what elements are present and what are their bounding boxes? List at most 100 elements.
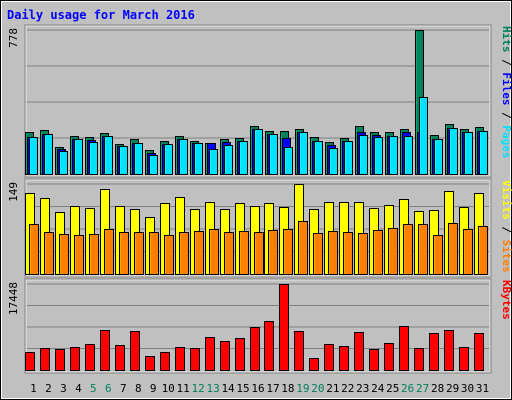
bar-pages-day-29 <box>449 128 458 175</box>
legend-item: Sites <box>500 240 512 273</box>
x-tick-label-day-23: 23 <box>356 382 369 395</box>
legend-item: Visits <box>500 180 512 220</box>
x-tick-label-day-31: 31 <box>476 382 489 395</box>
y-max-label: 17448 <box>7 282 20 315</box>
x-tick-label-day-20: 20 <box>311 382 324 395</box>
bar-sites-day-28 <box>433 235 443 275</box>
panel-legend: Visits / Sites <box>500 180 512 273</box>
x-tick-label-day-15: 15 <box>236 382 249 395</box>
bar-sites-day-23 <box>358 233 368 275</box>
bar-kbytes-day-28 <box>429 333 439 371</box>
x-tick-label-day-28: 28 <box>431 382 444 395</box>
x-tick-label-day-4: 4 <box>75 382 82 395</box>
bar-kbytes-day-5 <box>85 344 95 371</box>
x-tick-label-day-11: 11 <box>177 382 190 395</box>
bar-pages-day-11 <box>179 139 188 175</box>
legend-item: / <box>500 106 512 126</box>
bar-kbytes-day-22 <box>339 346 349 371</box>
bar-kbytes-day-25 <box>384 343 394 371</box>
bar-kbytes-day-11 <box>175 347 185 371</box>
bar-pages-day-26 <box>404 136 413 175</box>
x-tick-label-day-6: 6 <box>105 382 112 395</box>
x-tick-label-day-30: 30 <box>461 382 474 395</box>
bar-pages-day-31 <box>479 131 488 175</box>
legend-item: Hits <box>500 26 512 53</box>
bar-pages-day-2 <box>44 134 53 175</box>
panel-legend: Hits / Files / Pages <box>500 26 512 159</box>
x-tick-label-day-27: 27 <box>416 382 429 395</box>
bar-kbytes-day-10 <box>160 352 170 371</box>
bar-pages-day-25 <box>389 136 398 175</box>
x-tick-label-day-25: 25 <box>386 382 399 395</box>
bar-pages-day-19 <box>299 132 308 175</box>
panel-hits_files_pages: 778 Hits / Files / Pages <box>7 24 512 178</box>
x-tick-label-day-7: 7 <box>120 382 127 395</box>
bar-sites-day-14 <box>224 232 234 275</box>
bar-kbytes-day-13 <box>205 337 215 371</box>
bar-kbytes-day-4 <box>70 347 80 371</box>
bar-sites-day-31 <box>478 226 488 275</box>
bar-kbytes-day-14 <box>220 341 230 371</box>
bar-kbytes-day-2 <box>40 348 50 371</box>
y-max-label: 778 <box>7 28 20 48</box>
bar-sites-day-9 <box>149 232 159 275</box>
y-max-label: 149 <box>7 182 20 202</box>
bar-sites-day-19 <box>298 221 308 275</box>
bar-pages-day-17 <box>269 134 278 175</box>
panel-border-shadow <box>24 24 492 178</box>
x-tick-label-day-2: 2 <box>45 382 52 395</box>
bar-pages-day-5 <box>89 142 98 175</box>
bar-kbytes-day-6 <box>100 330 110 371</box>
bar-kbytes-day-15 <box>235 338 245 371</box>
panel-legend: KBytes <box>500 280 512 320</box>
bar-pages-day-1 <box>29 137 38 175</box>
bar-kbytes-day-12 <box>190 348 200 371</box>
bar-kbytes-day-3 <box>55 349 65 371</box>
bar-sites-day-8 <box>134 232 144 275</box>
bar-sites-day-26 <box>403 224 413 275</box>
bar-kbytes-day-30 <box>459 347 469 371</box>
bar-kbytes-day-7 <box>115 345 125 371</box>
bar-sites-day-4 <box>74 235 84 275</box>
chart-panels: 778 Hits / Files / Pages 149 Visits / Sites… <box>7 24 512 374</box>
x-tick-label-day-18: 18 <box>281 382 294 395</box>
bar-kbytes-day-18 <box>279 284 289 371</box>
panel-visits_sites: 149 Visits / Sites <box>7 178 512 278</box>
bar-sites-day-16 <box>254 232 264 275</box>
bar-pages-day-7 <box>119 146 128 175</box>
bar-pages-day-4 <box>74 139 83 175</box>
bar-kbytes-day-1 <box>25 352 35 371</box>
x-tick-label-day-12: 12 <box>192 382 205 395</box>
x-tick-label-day-13: 13 <box>206 382 219 395</box>
x-axis-labels: 1 2 3 4 5 6 7 8 9 10 11 12 13 14 15 16 17 18 19 20 21 22 23 24 2… <box>30 382 489 395</box>
bar-pages-day-21 <box>329 148 338 175</box>
bar-sites-day-17 <box>268 230 278 275</box>
bar-sites-day-3 <box>59 234 69 275</box>
bar-sites-day-7 <box>119 232 129 275</box>
bar-pages-day-27 <box>419 97 428 175</box>
bar-sites-day-1 <box>29 224 39 275</box>
legend-item: / <box>500 220 512 240</box>
x-tick-label-day-1: 1 <box>30 382 37 395</box>
x-tick-label-day-29: 29 <box>446 382 459 395</box>
bar-kbytes-day-8 <box>130 331 140 371</box>
bar-pages-day-24 <box>374 137 383 175</box>
x-tick-label-day-10: 10 <box>162 382 175 395</box>
legend-item: KBytes <box>500 280 512 320</box>
bar-pages-day-20 <box>314 141 323 175</box>
bar-pages-day-6 <box>104 136 113 175</box>
bar-sites-day-5 <box>89 234 99 275</box>
bar-pages-day-22 <box>344 141 353 175</box>
bar-kbytes-day-20 <box>309 358 319 371</box>
bar-kbytes-day-24 <box>369 349 379 371</box>
bar-pages-day-23 <box>359 135 368 175</box>
bar-sites-day-29 <box>448 223 458 275</box>
bar-kbytes-day-31 <box>474 333 484 371</box>
bar-pages-day-14 <box>224 145 233 175</box>
bar-pages-day-12 <box>194 143 203 175</box>
bar-pages-day-9 <box>149 155 158 175</box>
chart-title: Daily usage for March 2016 <box>7 8 195 22</box>
bar-sites-day-10 <box>164 235 174 275</box>
bar-kbytes-day-21 <box>324 344 334 371</box>
